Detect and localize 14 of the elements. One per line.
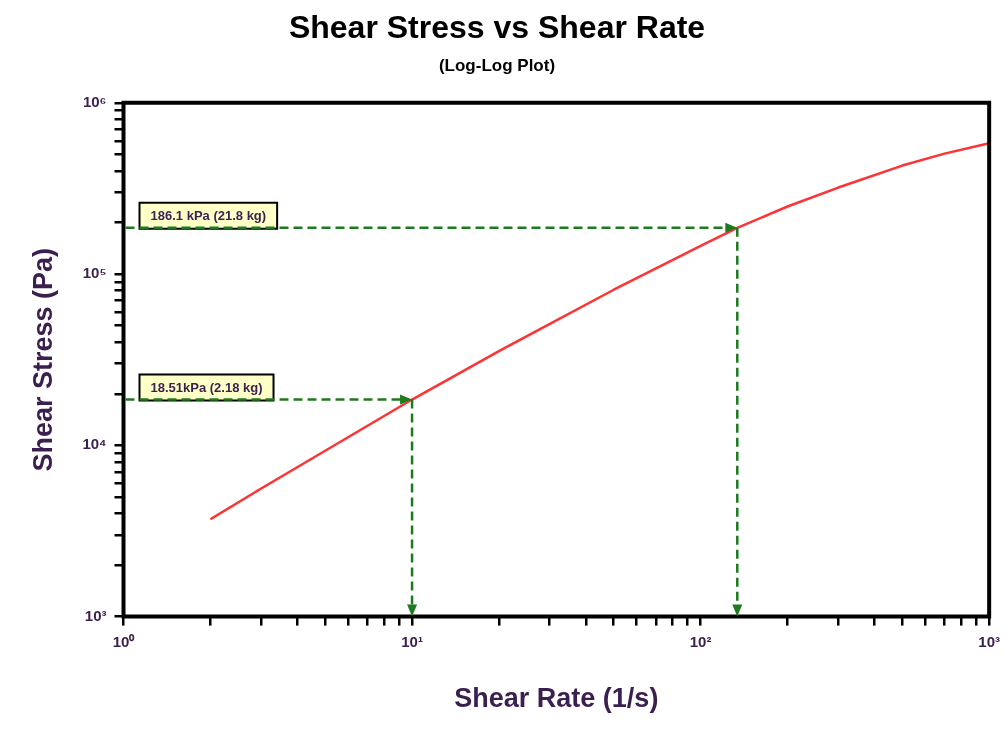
chart-subtitle: (Log-Log Plot) xyxy=(438,56,556,76)
x-tick-label: 10³ xyxy=(978,632,1000,650)
chart-title: Shear Stress vs Shear Rate xyxy=(288,9,706,46)
x-tick-label: 10¹ xyxy=(401,632,423,650)
y-axis-title: Shear Stress (Pa) xyxy=(27,247,58,472)
y-tick-label: 10⁶ xyxy=(82,92,107,110)
y-tick-label: 10³ xyxy=(84,606,107,624)
y-tick-label: 10⁵ xyxy=(82,264,107,282)
x-tick-label: 10² xyxy=(689,632,712,650)
x-axis-title: Shear Rate (1/s) xyxy=(454,683,659,714)
ref-line-label: 186.1 kPa (21.8 kg) xyxy=(150,208,267,224)
ref-line-label: 18.51kPa (2.18 kg) xyxy=(150,380,263,396)
y-tick-label: 10⁴ xyxy=(82,435,107,453)
x-tick-label: 10⁰ xyxy=(112,632,136,650)
